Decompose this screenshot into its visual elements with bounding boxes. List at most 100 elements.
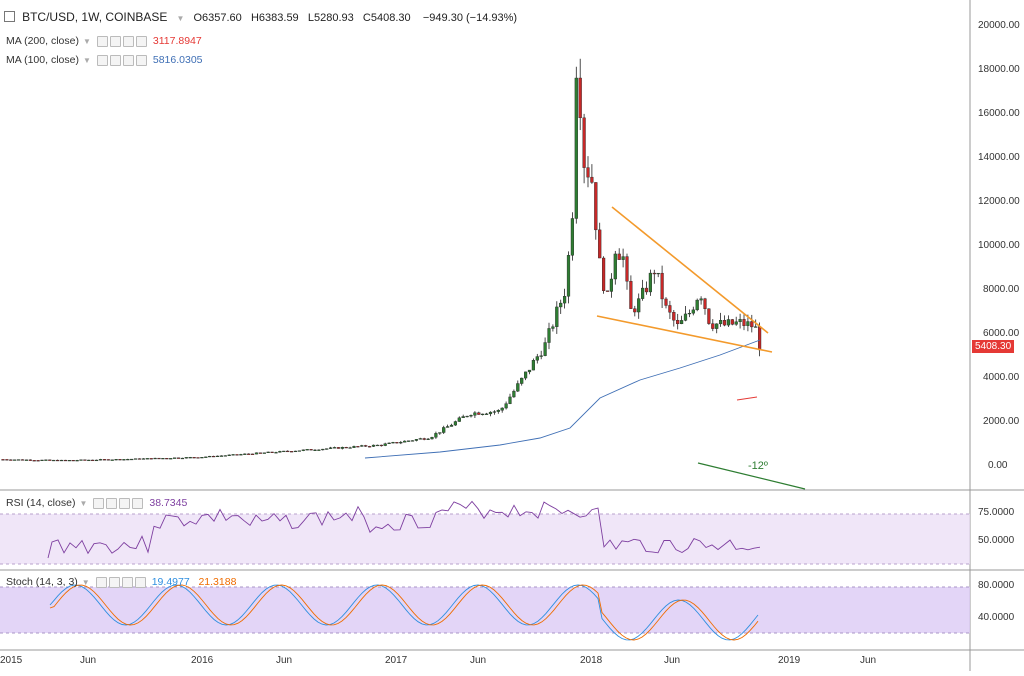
eye-icon[interactable] xyxy=(96,35,108,47)
high-value: H6383.59 xyxy=(250,12,299,24)
price-tick: 14000.00 xyxy=(978,152,1020,163)
candle-body xyxy=(418,438,422,440)
ma100-legend[interactable]: MA (100, close) ▼ 5816.0305 xyxy=(6,54,203,66)
candle-body xyxy=(477,412,481,415)
candle-body xyxy=(602,257,606,291)
candle-body xyxy=(352,446,356,448)
candle-body xyxy=(325,448,329,450)
candle-body xyxy=(461,416,465,419)
candle-body xyxy=(699,298,703,301)
candle-body xyxy=(633,308,637,313)
close-icon[interactable] xyxy=(134,576,146,588)
candle-body xyxy=(239,454,243,456)
candle-body xyxy=(196,457,200,459)
candle-body xyxy=(543,342,547,356)
candle-body xyxy=(399,442,403,444)
candle-body xyxy=(48,459,52,461)
candle-body xyxy=(40,459,44,462)
price-tick: 20000.00 xyxy=(978,20,1020,31)
candle-body xyxy=(644,287,649,293)
candle-body xyxy=(313,449,317,451)
candle-body xyxy=(9,459,13,461)
candle-body xyxy=(110,459,114,461)
settings-icon[interactable] xyxy=(108,576,120,588)
chevron-down-icon[interactable]: ▼ xyxy=(82,36,91,46)
candle-body xyxy=(559,302,563,308)
candle-body xyxy=(176,457,181,459)
candle-body xyxy=(356,446,360,448)
chevron-down-icon[interactable]: ▼ xyxy=(79,498,88,508)
candle-body xyxy=(321,448,325,451)
plus-icon[interactable] xyxy=(119,497,131,509)
candle-body xyxy=(71,459,75,462)
time-tick: 2018 xyxy=(580,655,603,666)
eye-icon[interactable] xyxy=(95,576,107,588)
plus-icon[interactable] xyxy=(122,54,134,66)
current-price-badge: 5408.30 xyxy=(972,340,1015,353)
candle-body xyxy=(309,449,313,451)
candle-body xyxy=(149,458,153,460)
candle-body xyxy=(609,278,613,292)
chevron-down-icon[interactable]: ▼ xyxy=(81,577,90,587)
eye-icon[interactable] xyxy=(96,54,108,66)
candle-body xyxy=(247,453,251,455)
candle-body xyxy=(375,444,379,447)
candle-body xyxy=(625,256,629,282)
settings-icon[interactable] xyxy=(109,35,121,47)
candle-body xyxy=(680,320,684,325)
candle-body xyxy=(75,460,79,462)
candle-body xyxy=(297,450,301,452)
ma200-value: 3117.8947 xyxy=(152,35,202,47)
candle-body xyxy=(430,437,434,440)
close-icon[interactable] xyxy=(135,35,147,47)
candle-body xyxy=(707,308,711,324)
candle-body xyxy=(434,433,438,438)
settings-icon[interactable] xyxy=(109,54,121,66)
candle-body xyxy=(208,455,212,458)
candle-body xyxy=(200,457,204,459)
chevron-down-icon[interactable]: ▼ xyxy=(176,14,185,23)
candle-body xyxy=(5,459,9,461)
candle-body xyxy=(426,438,430,440)
chevron-down-icon[interactable]: ▼ xyxy=(82,55,91,65)
candle-body xyxy=(91,459,95,462)
stoch-legend[interactable]: Stoch (14, 3, 3) ▼ 19.4977 21.3188 xyxy=(6,576,236,588)
ma200-legend[interactable]: MA (200, close) ▼ 3117.8947 xyxy=(6,35,202,47)
plus-icon[interactable] xyxy=(122,35,134,47)
candle-body xyxy=(332,447,337,449)
candle-body xyxy=(746,321,750,326)
settings-icon[interactable] xyxy=(106,497,118,509)
candles-group xyxy=(1,58,762,462)
overlays-group xyxy=(47,206,806,641)
price-tick: 12000.00 xyxy=(978,196,1020,207)
candle-body xyxy=(676,320,680,325)
rsi-legend[interactable]: RSI (14, close) ▼ 38.7345 xyxy=(6,497,187,509)
candle-body xyxy=(204,456,208,458)
candle-body xyxy=(715,323,719,329)
close-icon[interactable] xyxy=(135,54,147,66)
angle-annotation: -12º xyxy=(748,460,768,472)
close-icon[interactable] xyxy=(132,497,144,509)
stoch-tick: 80.0000 xyxy=(978,580,1015,591)
candle-body xyxy=(496,410,500,412)
ma100-line xyxy=(364,339,761,459)
candle-body xyxy=(504,403,508,409)
candle-body xyxy=(145,458,149,460)
candle-body xyxy=(383,443,387,446)
candle-body xyxy=(695,299,699,311)
candle-body xyxy=(547,328,551,343)
candle-body xyxy=(387,442,391,445)
candle-body xyxy=(758,326,762,351)
rsi-tick: 50.0000 xyxy=(978,535,1015,546)
symbol-header[interactable]: BTC/USD, 1W, COINBASE ▼ O6357.60 H6383.5… xyxy=(4,10,517,24)
eye-icon[interactable] xyxy=(93,497,105,509)
plus-icon[interactable] xyxy=(121,576,133,588)
candle-body xyxy=(28,459,32,461)
candle-body xyxy=(683,313,688,321)
rsi-value: 38.7345 xyxy=(149,497,188,509)
candle-body xyxy=(17,459,21,461)
stoch-k-value: 19.4977 xyxy=(151,576,190,588)
collapse-icon[interactable] xyxy=(4,11,15,22)
